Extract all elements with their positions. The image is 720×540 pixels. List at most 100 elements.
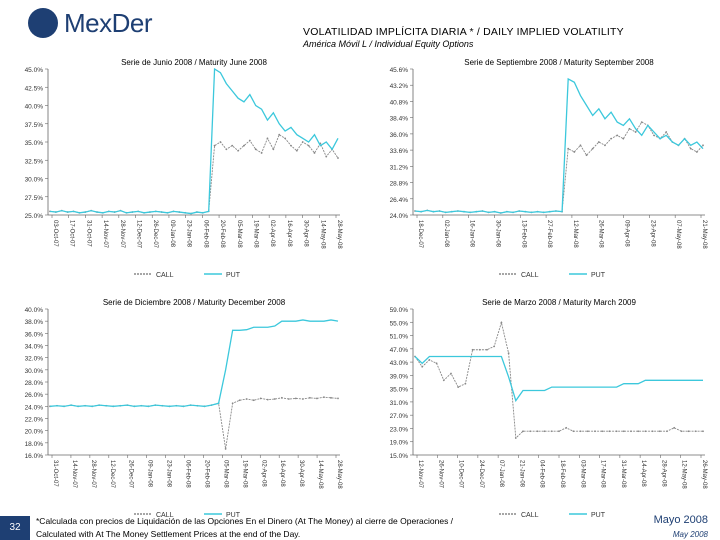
x-tick-label: 18-Dec-07 [417,220,423,249]
call-point [213,144,216,147]
y-tick-label: 40.0% [25,104,44,111]
chart-title: Serie de Septiembre 2008 / Maturity Sept… [464,58,654,67]
x-tick-label: 31-Oct-07 [85,220,91,247]
x-tick-label: 26-Mar-08 [598,220,604,248]
x-tick-label: 30-Jan-08 [494,220,500,248]
legend-label-call: CALL [521,512,539,519]
x-tick-label: 28-May-08 [336,460,342,489]
chart-svg: Serie de Septiembre 2008 / Maturity Sept… [390,58,707,279]
x-tick-label: 17-Mar-08 [600,460,606,488]
call-point [543,430,546,433]
y-tick-label: 30.0% [25,368,44,375]
x-tick-label: 14-Nov-07 [71,460,77,489]
x-tick-label: 14-Apr-08 [640,460,646,487]
chart-december-2008: Serie de Diciembre 2008 / Maturity Decem… [10,295,350,525]
x-tick-label: 05-Mar-08 [222,460,228,488]
y-tick-label: 51.0% [390,334,409,341]
call-point [287,398,290,400]
call-point [272,148,275,151]
x-tick-label: 26-Dec-07 [152,220,158,249]
x-tick-label: 21-Jan-08 [518,460,524,488]
chart-svg: Serie de Junio 2008 / Maturity June 2008… [25,58,342,279]
y-tick-label: 59.0% [390,307,409,314]
legend-label-put: PUT [591,272,606,279]
call-point [309,396,311,399]
x-tick-label: 06-Feb-08 [202,220,208,248]
call-point [702,430,704,433]
x-tick-label: 16-Apr-08 [286,220,292,247]
y-tick-label: 19.0% [390,440,409,447]
call-point [252,399,255,402]
y-tick-label: 38.0% [25,319,44,326]
x-tick-label: 09-Jan-08 [169,220,175,248]
call-point [594,430,596,433]
y-tick-label: 32.5% [25,158,44,165]
call-point [478,348,481,351]
x-tick-label: 04-Feb-08 [539,460,545,488]
y-tick-label: 36.0% [390,132,409,139]
x-tick-label: 07-Jan-08 [498,460,504,488]
legend-label-put: PUT [591,512,606,519]
y-tick-label: 23.0% [390,426,409,433]
x-tick-label: 26-Nov-07 [437,460,443,489]
y-tick-label: 30.0% [25,177,44,184]
brand-name: MexDer [64,8,153,38]
x-tick-label: 13-Feb-08 [520,220,526,248]
call-point [637,430,640,433]
x-tick-label: 10-Dec-07 [458,460,464,489]
x-tick-label: 30-Apr-08 [303,220,309,247]
page-number: 32 [0,516,30,540]
call-point [558,430,560,433]
call-point [450,372,452,375]
x-tick-label: 17-Oct-07 [69,220,75,247]
x-tick-label: 28-Apr-08 [660,460,666,487]
call-point [313,152,316,154]
footnote-spanish: *Calculada con precios de Liquidación de… [36,516,454,526]
call-point [610,137,612,140]
y-tick-label: 24.0% [25,404,44,411]
y-tick-label: 36.0% [25,331,44,338]
x-tick-label: 26-Dec-07 [128,460,134,489]
call-point [597,141,600,143]
call-point [615,430,618,433]
call-point [687,430,690,433]
call-point [630,430,632,433]
series-line-put [414,355,703,403]
call-point [522,430,524,433]
call-point [500,321,503,324]
x-tick-label: 19-Mar-08 [252,220,258,248]
x-tick-label: 09-Jan-08 [147,460,153,488]
x-tick-label: 26-May-08 [701,460,707,489]
call-point [658,430,661,433]
y-tick-label: 27.0% [390,413,409,420]
y-tick-label: 22.0% [25,417,44,424]
call-point [573,151,576,153]
legend-label-put: PUT [226,512,241,519]
mexder-logo: MexDer [28,6,188,42]
x-tick-label: 28-Nov-07 [119,220,125,249]
legend-label-call: CALL [156,272,174,279]
y-tick-label: 27.5% [25,195,44,202]
call-point [457,386,460,388]
call-point [572,430,575,433]
call-point [507,352,510,355]
x-tick-label: 24-Dec-07 [478,460,484,489]
chart-title: Serie de Marzo 2008 / Maturity March 200… [482,298,636,307]
x-tick-label: 05-Mar-08 [236,220,242,248]
call-point [666,430,668,433]
x-tick-label: 14-May-08 [317,460,323,489]
call-point [442,379,445,382]
chart-june-2008: Serie de Junio 2008 / Maturity June 2008… [10,55,350,285]
series-line-put [49,67,339,215]
call-point [689,147,692,150]
x-tick-label: 03-Oct-07 [52,220,58,247]
x-tick-label: 21-May-08 [701,220,707,249]
call-point [323,396,325,399]
x-tick-label: 02-Apr-08 [269,220,275,247]
y-tick-label: 35.0% [25,140,44,147]
call-point [651,430,654,433]
x-tick-label: 20-Feb-08 [203,460,209,488]
x-tick-label: 12-May-08 [681,460,687,489]
y-tick-label: 28.0% [25,380,44,387]
y-tick-label: 26.0% [25,392,44,399]
